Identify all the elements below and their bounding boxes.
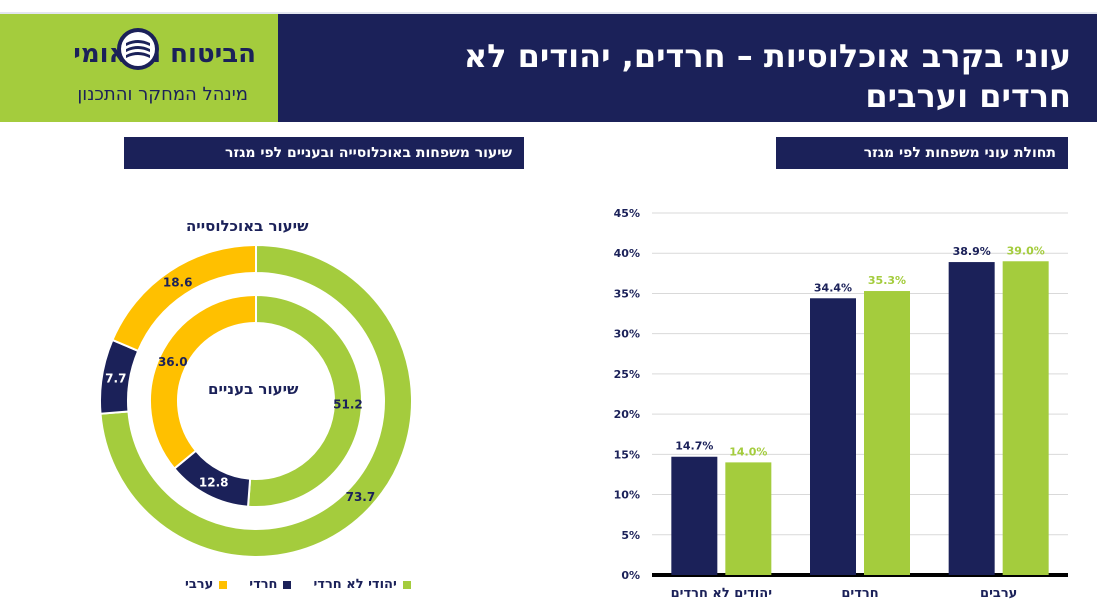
legend-item-non-haredi: יהודי לא חרדי: [313, 577, 411, 592]
bar-2-0: [948, 262, 995, 575]
bar-0-0: [671, 456, 718, 575]
bar-1-0: [810, 298, 856, 575]
legend-label: חרדי: [249, 577, 278, 592]
y-tick-label: 40%: [614, 247, 640, 260]
outer-ring-title: שיעור באוכלוסייה: [186, 217, 309, 235]
donut-inner-value-label: 12.8: [199, 476, 229, 490]
bar-value-label: 39.0%: [1007, 244, 1045, 257]
bar-2-1: [1002, 261, 1049, 575]
donut-outer-value-label: 18.6: [163, 276, 193, 290]
bar-value-label: 34.4%: [814, 281, 852, 294]
donut-inner-segment-0: [246, 293, 363, 508]
donut-outer-value-label: 7.7: [105, 371, 126, 385]
legend-swatch: [219, 580, 228, 589]
inner-ring-title: שיעור בעניים: [208, 380, 299, 398]
y-tick-label: 5%: [621, 529, 640, 542]
slide-header: עוני בקרב אוכלוסיות – חרדים, יהודים לא ח…: [278, 14, 1097, 122]
donut-inner-segment-2: [149, 293, 257, 470]
legend-label: ערבי: [185, 577, 214, 592]
legend-swatch: [402, 580, 411, 589]
donut-outer-value-label: 73.7: [346, 490, 376, 504]
y-tick-label: 30%: [614, 328, 640, 341]
top-strip: [0, 0, 1097, 14]
bar-value-label: 35.3%: [868, 274, 906, 287]
brand-subtitle: מינהל המחקר והתכנון: [77, 84, 248, 105]
right-section-title: תחולת עוני משפחות לפי מגזר: [776, 137, 1068, 169]
bar-0-1: [725, 462, 772, 575]
y-tick-label: 25%: [614, 368, 640, 381]
bar-value-label: 14.7%: [675, 440, 713, 453]
logo-panel: הביטוח הלאומי מינהל המחקר והתכנון: [0, 14, 278, 122]
legend-swatch: [283, 580, 292, 589]
y-tick-label: 0%: [621, 569, 640, 582]
donut-inner-value-label: 51.2: [333, 397, 363, 411]
legend-item-haredi: חרדי: [249, 577, 292, 592]
bar-value-label: 14.0%: [729, 445, 767, 458]
national-insurance-emblem-icon: [117, 28, 159, 70]
left-section-title: שיעור משפחות באוכלוסייה ובעניים לפי מגזר: [124, 137, 524, 169]
slide-title: עוני בקרב אוכלוסיות – חרדים, יהודים לא ח…: [463, 37, 1071, 115]
bar-chart: 0% 5% 10% 15% 20% 25% 30% 35% 40% 45% 14.7% 14.0% יה…: [614, 207, 1068, 601]
x-category-label: יהודים לא חרדים: [671, 586, 772, 601]
y-tick-label: 45%: [614, 207, 640, 220]
y-tick-label: 15%: [614, 448, 640, 461]
legend-item-arab: ערבי: [185, 577, 228, 592]
y-tick-label: 35%: [614, 287, 640, 300]
donut-outer-segment-0: [100, 245, 412, 557]
donut-outer-segment-2: [111, 245, 257, 353]
x-category-label: ערבים: [980, 586, 1017, 601]
donut-legend: יהודי לא חרדי חרדי ערבי: [185, 577, 411, 592]
brand-logo: הביטוח הלאומי: [73, 38, 256, 69]
x-category-label: חרדים: [841, 586, 878, 601]
y-tick-label: 20%: [614, 408, 640, 421]
brand-name: הביטוח הלאומי: [73, 38, 256, 69]
bar-1-1: [864, 291, 910, 575]
donut-inner-value-label: 36.0: [158, 355, 188, 369]
donut-chart: 73.7 7.7 18.6 51.2 12.8 36.0: [100, 245, 412, 557]
bar-value-label: 38.9%: [953, 245, 991, 258]
y-tick-label: 10%: [614, 489, 640, 502]
legend-label: יהודי לא חרדי: [313, 577, 397, 592]
